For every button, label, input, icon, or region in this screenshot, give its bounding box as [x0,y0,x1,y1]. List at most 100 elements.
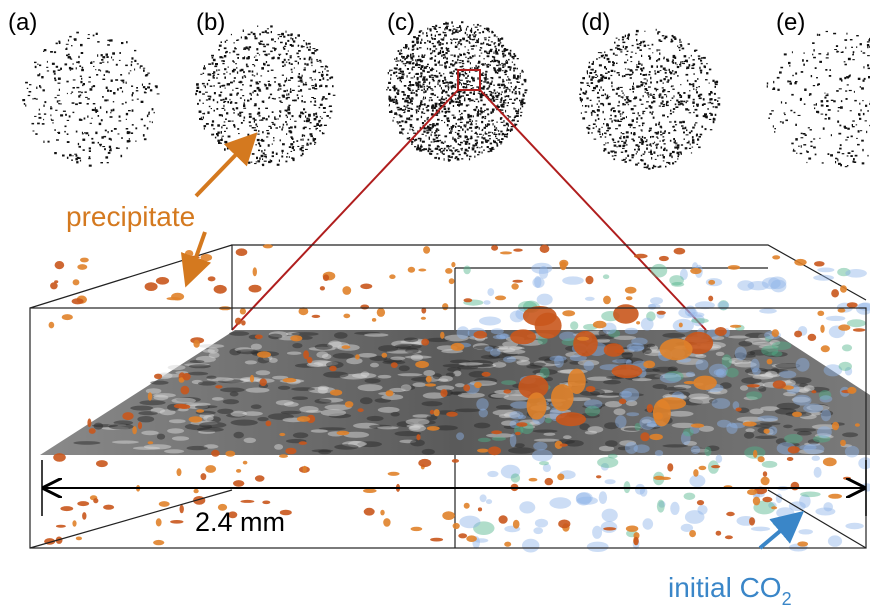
slab-speck [509,346,522,349]
speck [100,144,102,146]
speck [323,112,326,113]
speck [310,46,311,48]
speck [296,140,298,142]
speck [445,85,448,86]
speck [657,155,659,157]
speck [440,140,441,141]
speck [655,73,657,75]
speck [501,138,503,140]
speck [837,121,839,123]
speck [662,106,665,107]
precipitate-blob [377,308,385,317]
speck [273,140,274,142]
speck [33,98,34,100]
speck [852,124,853,126]
speck [451,39,452,41]
speck [490,111,492,114]
co2-blob [796,358,810,372]
speck [197,103,199,105]
speck [298,97,300,99]
precipitate-blob [50,282,58,289]
precipitate-blob [560,261,567,270]
speck [120,74,122,76]
speck [462,66,464,68]
speck [814,108,815,110]
speck [490,49,493,50]
speck [658,50,660,51]
speck [243,71,245,73]
speck [53,70,56,72]
speck [653,94,655,95]
speck [88,135,89,137]
speck [410,54,412,56]
slab-speck [459,362,483,365]
speck [202,93,205,94]
speck [830,154,833,156]
speck [254,163,256,164]
speck [394,89,396,91]
co2-blob [605,479,616,484]
speck [638,86,641,88]
speck [421,75,423,76]
speck [56,66,58,68]
speck [632,119,634,121]
speck [441,111,443,113]
speck [321,74,324,76]
speck [860,86,861,88]
speck [618,124,621,126]
speck [690,84,692,85]
speck [479,25,481,26]
speck [221,143,222,144]
speck [677,64,678,65]
slab-speck [188,372,209,376]
speck [498,38,500,40]
speck [501,45,503,47]
speck [468,104,469,105]
speck [460,27,461,29]
speck [687,142,690,143]
slab-speck [137,416,154,422]
speck [315,79,316,80]
speck [306,144,309,146]
speck [246,156,248,158]
speck [310,101,312,103]
speck [481,75,484,76]
speck [427,64,429,65]
speck [325,98,328,100]
speck [132,92,134,94]
speck [679,39,680,41]
slab-speck [760,422,781,425]
speck [469,127,472,129]
speck [466,139,469,140]
speck [656,29,657,31]
speck [639,125,641,126]
speck [262,44,265,45]
precipitate-blob [243,461,248,465]
slab-speck [257,417,268,421]
speck [152,121,153,123]
speck [122,91,123,93]
speck [258,112,261,115]
speck [302,75,303,77]
speck [595,77,597,78]
speck [262,164,264,166]
speck [666,162,669,163]
speck [686,102,687,103]
speck [599,134,601,135]
precipitate-blob [667,463,673,471]
speck [696,91,698,93]
speck [402,109,405,111]
speck [496,65,499,66]
speck [237,71,238,73]
precipitate-blob [853,328,865,331]
speck [436,70,437,72]
speck [298,62,299,65]
speck [107,162,109,163]
speck [670,113,672,115]
slab-speck [321,409,346,416]
speck [682,48,685,50]
speck [520,102,522,104]
speck [396,68,398,70]
speck [299,115,301,117]
speck [788,62,791,64]
